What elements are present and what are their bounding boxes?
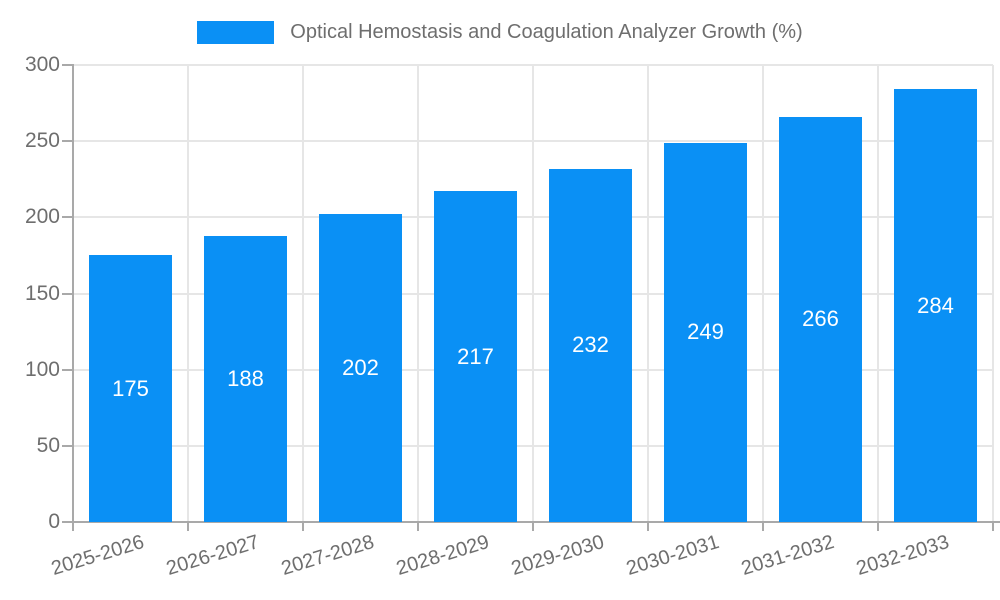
y-axis-tick-label: 200 — [24, 205, 60, 229]
x-axis-tick — [72, 522, 74, 531]
bar[interactable] — [549, 168, 632, 522]
legend[interactable]: Optical Hemostasis and Coagulation Analy… — [0, 20, 1000, 44]
bar[interactable] — [434, 191, 517, 522]
x-axis-tick — [532, 522, 534, 531]
x-axis-tick-label-text: 2025-2026 — [48, 530, 147, 580]
y-axis-tick-label: 150 — [24, 281, 60, 305]
y-axis-tick-label: 50 — [36, 433, 60, 457]
gridline-vertical — [647, 65, 649, 522]
gridline-horizontal — [73, 64, 993, 66]
bar[interactable] — [204, 235, 287, 522]
x-axis-tick — [992, 522, 994, 531]
y-axis-tick-label: 100 — [24, 357, 60, 381]
y-axis-tick — [62, 140, 73, 143]
bar[interactable] — [89, 255, 172, 522]
bar[interactable] — [664, 142, 747, 522]
x-axis-tick-label: 2032-2033 — [853, 530, 1000, 580]
y-axis-tick-label: 300 — [24, 53, 60, 76]
x-axis-tick — [762, 522, 764, 531]
y-axis-tick — [62, 64, 73, 66]
gridline-vertical — [187, 65, 189, 522]
y-axis-tick-label: 250 — [24, 129, 60, 153]
gridline-vertical — [762, 65, 764, 522]
legend-label: Optical Hemostasis and Coagulation Analy… — [290, 21, 803, 43]
bar[interactable] — [894, 89, 977, 522]
legend-swatch — [197, 20, 275, 44]
y-axis-tick — [62, 368, 73, 371]
x-axis-tick — [877, 522, 879, 531]
bar[interactable] — [319, 214, 402, 522]
gridline-vertical — [992, 65, 994, 522]
x-axis-line — [62, 521, 1000, 523]
y-axis-tick-label: 0 — [48, 510, 60, 533]
y-axis-line — [72, 64, 74, 522]
y-axis-tick — [62, 444, 73, 447]
gridline-vertical — [877, 65, 879, 522]
x-axis-tick — [647, 522, 649, 531]
gridline-vertical — [532, 65, 534, 522]
x-axis-tick — [302, 522, 304, 531]
gridline-vertical — [417, 65, 419, 522]
x-axis-tick — [417, 522, 419, 531]
gridline-vertical — [302, 65, 304, 522]
y-axis-tick — [62, 292, 73, 295]
bar[interactable] — [779, 116, 862, 522]
x-axis-tick — [187, 522, 189, 531]
y-axis-tick — [62, 216, 73, 219]
